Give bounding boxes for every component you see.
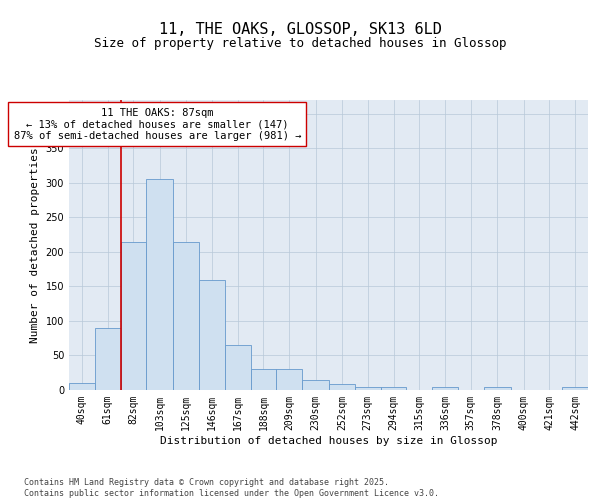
Bar bbox=[355, 386, 380, 390]
Bar bbox=[121, 242, 146, 390]
Y-axis label: Number of detached properties: Number of detached properties bbox=[30, 147, 40, 343]
Bar bbox=[277, 370, 302, 390]
Bar bbox=[484, 387, 511, 390]
X-axis label: Distribution of detached houses by size in Glossop: Distribution of detached houses by size … bbox=[160, 436, 497, 446]
Bar bbox=[225, 345, 251, 390]
Text: Contains HM Land Registry data © Crown copyright and database right 2025.
Contai: Contains HM Land Registry data © Crown c… bbox=[24, 478, 439, 498]
Bar bbox=[95, 328, 121, 390]
Bar bbox=[199, 280, 225, 390]
Bar bbox=[562, 387, 588, 390]
Bar bbox=[173, 242, 199, 390]
Text: 11 THE OAKS: 87sqm
← 13% of detached houses are smaller (147)
87% of semi-detach: 11 THE OAKS: 87sqm ← 13% of detached hou… bbox=[14, 108, 301, 141]
Bar bbox=[380, 386, 406, 390]
Bar bbox=[69, 383, 95, 390]
Bar bbox=[302, 380, 329, 390]
Bar bbox=[432, 386, 458, 390]
Bar bbox=[329, 384, 355, 390]
Text: Size of property relative to detached houses in Glossop: Size of property relative to detached ho… bbox=[94, 38, 506, 51]
Bar bbox=[251, 370, 277, 390]
Bar bbox=[146, 180, 173, 390]
Text: 11, THE OAKS, GLOSSOP, SK13 6LD: 11, THE OAKS, GLOSSOP, SK13 6LD bbox=[158, 22, 442, 38]
